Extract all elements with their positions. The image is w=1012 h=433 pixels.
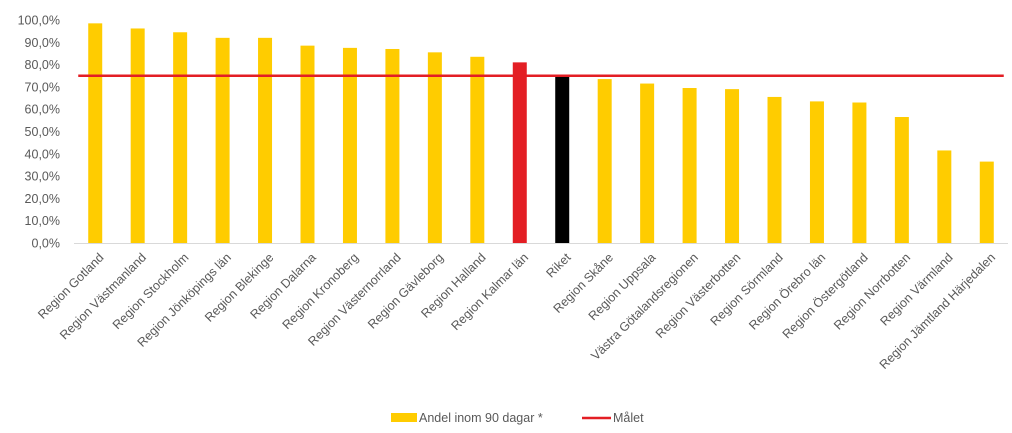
bar	[725, 89, 740, 243]
x-tick-label: Region Örebro län	[746, 250, 828, 332]
bar	[555, 76, 570, 244]
bar	[130, 28, 145, 243]
bar	[979, 161, 994, 243]
bar	[173, 32, 188, 243]
bar	[852, 102, 867, 243]
bar	[385, 48, 400, 243]
bar	[470, 56, 485, 243]
bar	[640, 83, 655, 244]
y-tick-label: 80,0%	[25, 58, 60, 72]
x-tick-label: Region Gävleborg	[365, 250, 446, 331]
bar	[894, 117, 909, 243]
x-tick-label: Region Norrbotten	[831, 250, 913, 332]
legend-label-target: Målet	[613, 411, 644, 425]
bar	[809, 101, 824, 244]
bar	[937, 150, 952, 243]
y-tick-label: 90,0%	[25, 36, 60, 50]
y-tick-label: 0,0%	[32, 237, 61, 251]
legend-swatch-series	[391, 413, 417, 422]
y-tick-label: 100,0%	[18, 14, 60, 28]
x-tick-label: Region Stockholm	[110, 250, 192, 332]
x-tick-label: Region Kronoberg	[280, 250, 362, 332]
x-tick-label: Region Sörmland	[708, 250, 786, 328]
y-tick-label: 60,0%	[25, 103, 60, 117]
bar	[597, 79, 612, 243]
x-tick-label: Riket	[544, 250, 574, 280]
y-tick-label: 10,0%	[25, 214, 60, 228]
y-tick-label: 70,0%	[25, 80, 60, 94]
x-tick-label: Region Kalmar län	[448, 250, 531, 333]
bar	[682, 88, 697, 243]
legend-label-series: Andel inom 90 dagar *	[419, 411, 543, 425]
bar	[767, 96, 782, 243]
y-tick-label: 40,0%	[25, 147, 60, 161]
x-tick-label: Region Värmland	[877, 250, 955, 328]
bar	[258, 37, 273, 244]
bar	[342, 47, 357, 243]
bar	[88, 23, 103, 243]
bar	[512, 62, 527, 244]
bar	[215, 37, 230, 244]
y-tick-label: 30,0%	[25, 170, 60, 184]
y-tick-label: 20,0%	[25, 192, 60, 206]
bar	[300, 45, 315, 243]
y-tick-label: 50,0%	[25, 125, 60, 139]
bar	[427, 52, 442, 244]
